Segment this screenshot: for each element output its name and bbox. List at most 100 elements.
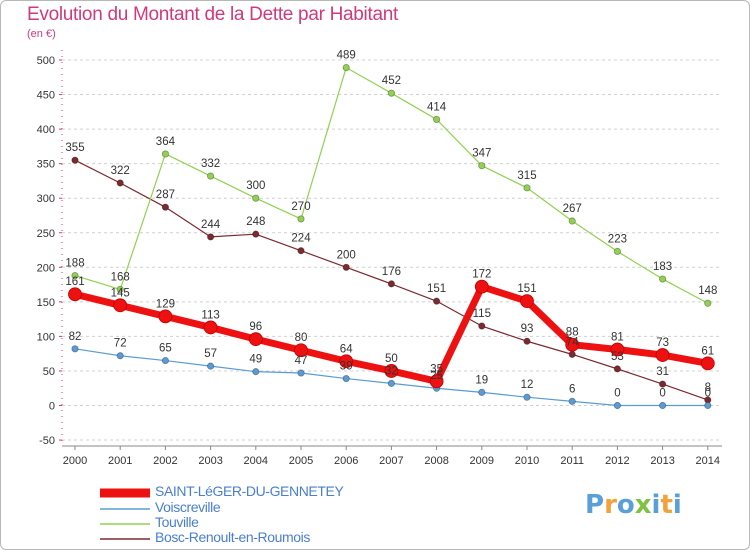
data-label-touville: 347 [472,148,491,160]
data-point-touville [252,194,260,202]
data-point-bosc-renoult [207,233,215,241]
data-label-touville: 183 [653,261,672,273]
data-label-saint-leger: 50 [385,353,398,365]
x-tick-label: 2001 [108,455,132,467]
data-label-saint-leger: 151 [517,283,536,295]
data-label-voiscreville: 39 [340,361,353,373]
data-point-bosc-renoult [71,156,79,164]
x-tick-label: 2003 [198,455,222,467]
data-label-bosc-renoult: 93 [521,323,534,335]
data-point-touville [387,89,395,97]
data-label-voiscreville: 0 [614,388,620,400]
data-label-touville: 300 [246,180,265,192]
data-point-saint-leger [248,332,263,347]
data-label-voiscreville: 32 [385,365,398,377]
data-label-touville: 364 [156,136,176,148]
data-point-touville [613,247,622,256]
data-label-touville: 148 [698,285,717,297]
data-point-touville [568,217,576,225]
x-tick-label: 2006 [334,455,358,467]
data-label-bosc-renoult: 151 [427,283,446,295]
data-label-voiscreville: 57 [204,348,217,360]
x-tick-label: 2012 [605,455,629,467]
data-point-bosc-renoult [116,179,124,187]
data-point-touville [658,275,667,283]
legend-label-touville: Touville [155,514,199,530]
data-point-saint-leger [294,343,308,358]
y-tick-label: 50 [43,366,55,378]
data-label-voiscreville: 65 [159,343,172,355]
data-point-bosc-renoult [568,350,576,358]
data-point-bosc-renoult [387,280,395,288]
x-tick-label: 2005 [289,455,313,467]
data-point-touville [116,285,124,294]
data-point-bosc-renoult [252,230,260,238]
data-point-saint-leger [158,309,173,324]
data-point-voiscreville [252,368,260,376]
x-tick-label: 2000 [63,455,87,467]
data-point-saint-leger [474,279,489,294]
data-point-saint-leger [339,354,354,369]
data-label-bosc-renoult: 322 [111,165,130,177]
data-label-touville: 188 [65,258,84,270]
data-point-saint-leger [384,364,399,378]
data-point-voiscreville [658,401,667,410]
data-point-bosc-renoult [297,247,305,255]
data-point-saint-leger [700,356,715,371]
data-label-saint-leger: 129 [156,298,175,310]
data-point-bosc-renoult [342,263,350,271]
y-tick-label: 300 [37,193,55,205]
data-label-touville: 267 [563,203,582,215]
data-point-voiscreville [613,401,622,410]
data-point-saint-leger [429,374,444,389]
data-label-saint-leger: 113 [201,309,219,321]
data-point-saint-leger [610,342,625,357]
data-point-voiscreville [207,362,215,370]
data-point-bosc-renoult [658,380,667,388]
data-label-voiscreville: 19 [475,374,488,386]
data-label-touville: 223 [608,233,627,245]
data-point-voiscreville [523,393,531,401]
data-label-bosc-renoult: 115 [473,308,491,320]
data-point-voiscreville [568,397,576,405]
data-label-voiscreville: 0 [705,388,711,400]
data-label-voiscreville: 72 [114,338,127,350]
x-tick-label: 2014 [696,455,720,467]
data-label-touville: 452 [382,75,401,87]
data-point-voiscreville [71,345,79,353]
logo-letter: t [660,490,673,520]
data-point-voiscreville [297,369,305,377]
y-tick-label: 350 [37,159,55,171]
data-point-voiscreville [704,401,712,410]
x-tick-label: 2009 [470,455,494,467]
data-label-saint-leger: 161 [65,276,84,288]
data-label-bosc-renoult: 248 [246,216,265,228]
data-label-saint-leger: 61 [701,345,714,357]
data-label-saint-leger: 96 [249,321,262,333]
data-label-touville: 332 [201,158,220,170]
data-label-saint-leger: 172 [472,269,491,281]
data-point-touville [478,162,486,170]
data-label-voiscreville: 25 [430,370,443,382]
data-point-saint-leger [520,294,534,309]
chart-title: Evolution du Montant de la Dette par Hab… [27,4,398,25]
data-label-bosc-renoult: 8 [705,382,711,394]
y-tick-label: 150 [37,297,55,309]
data-label-touville: 489 [337,50,356,62]
data-label-saint-leger: 73 [656,337,669,349]
data-label-bosc-renoult: 176 [382,266,401,278]
data-point-saint-leger [203,320,218,335]
data-label-saint-leger: 35 [430,363,443,375]
data-label-saint-leger: 80 [295,332,308,344]
y-tick-label: 250 [37,228,55,240]
data-point-saint-leger [655,348,670,362]
data-label-touville: 414 [427,101,447,113]
data-point-voiscreville [387,379,395,387]
data-point-voiscreville [478,388,486,396]
data-point-bosc-renoult [613,365,622,373]
data-label-bosc-renoult: 244 [201,219,221,231]
y-tick-label: 100 [37,331,55,343]
data-point-bosc-renoult [478,322,486,330]
legend-label-bosc-renoult: Bosc-Renoult-en-Roumois [155,529,310,545]
data-label-saint-leger: 81 [611,332,624,344]
